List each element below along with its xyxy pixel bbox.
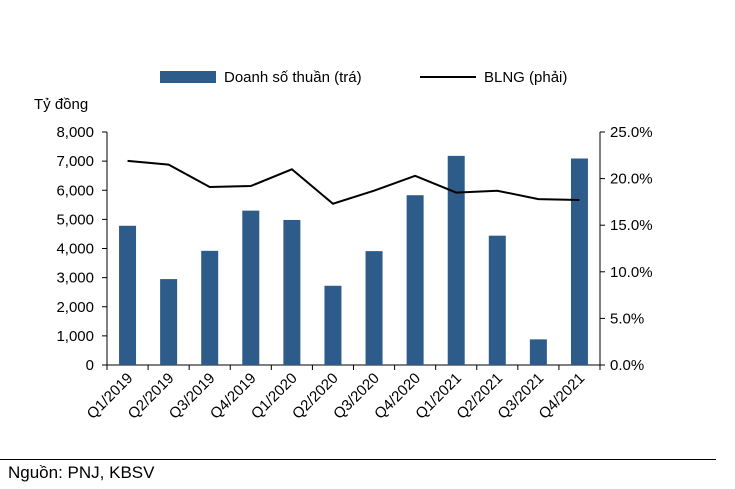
bar bbox=[201, 250, 219, 365]
bar bbox=[529, 339, 547, 365]
left-tick-label: 0 bbox=[86, 357, 94, 374]
bar bbox=[365, 251, 383, 365]
left-tick-label: 5,000 bbox=[56, 211, 94, 228]
left-tick-label: 6,000 bbox=[56, 182, 94, 199]
left-axis-title: Tỷ đồng bbox=[34, 96, 88, 113]
bar bbox=[160, 279, 178, 365]
right-tick-label: 5.0% bbox=[610, 310, 644, 327]
right-tick-label: 10.0% bbox=[610, 264, 653, 281]
bars bbox=[119, 155, 588, 365]
left-tick-label: 7,000 bbox=[56, 153, 94, 170]
left-tick-label: 2,000 bbox=[56, 299, 94, 316]
margin-line bbox=[127, 159, 580, 205]
left-tick-label: 8,000 bbox=[56, 124, 94, 141]
bar bbox=[283, 219, 301, 365]
right-tick-label: 20.0% bbox=[610, 171, 653, 188]
tick-labels: 0 1,000 2,000 3,000 4,000 5,000 6,000 7,000 8,00… bbox=[56, 124, 652, 423]
left-tick-label: 1,000 bbox=[56, 328, 94, 345]
source-note: Nguồn: PNJ, KBSV bbox=[8, 463, 155, 482]
bar bbox=[447, 155, 465, 365]
legend-bar-label: Doanh số thuần (trá) bbox=[224, 69, 362, 86]
axes bbox=[102, 131, 605, 370]
left-tick-label: 4,000 bbox=[56, 241, 94, 258]
left-tick-label: 3,000 bbox=[56, 270, 94, 287]
bar bbox=[406, 195, 424, 365]
right-tick-label: 25.0% bbox=[610, 124, 653, 141]
legend: Doanh số thuần (trá) BLNG (phải) bbox=[160, 69, 567, 86]
line-series bbox=[127, 159, 580, 205]
right-tick-label: 15.0% bbox=[610, 217, 653, 234]
x-tick-label: Q4/2021 bbox=[536, 370, 589, 423]
bar bbox=[324, 285, 342, 365]
legend-line-label: BLNG (phải) bbox=[484, 69, 567, 86]
combo-chart: Doanh số thuần (trá) BLNG (phải) Tỷ đồng… bbox=[34, 69, 653, 423]
legend-bar-swatch bbox=[160, 71, 216, 83]
bar bbox=[570, 158, 588, 365]
bar bbox=[488, 235, 506, 365]
bar bbox=[242, 210, 260, 365]
right-tick-label: 0.0% bbox=[610, 357, 644, 374]
bar bbox=[119, 225, 137, 365]
source-divider bbox=[0, 459, 716, 460]
